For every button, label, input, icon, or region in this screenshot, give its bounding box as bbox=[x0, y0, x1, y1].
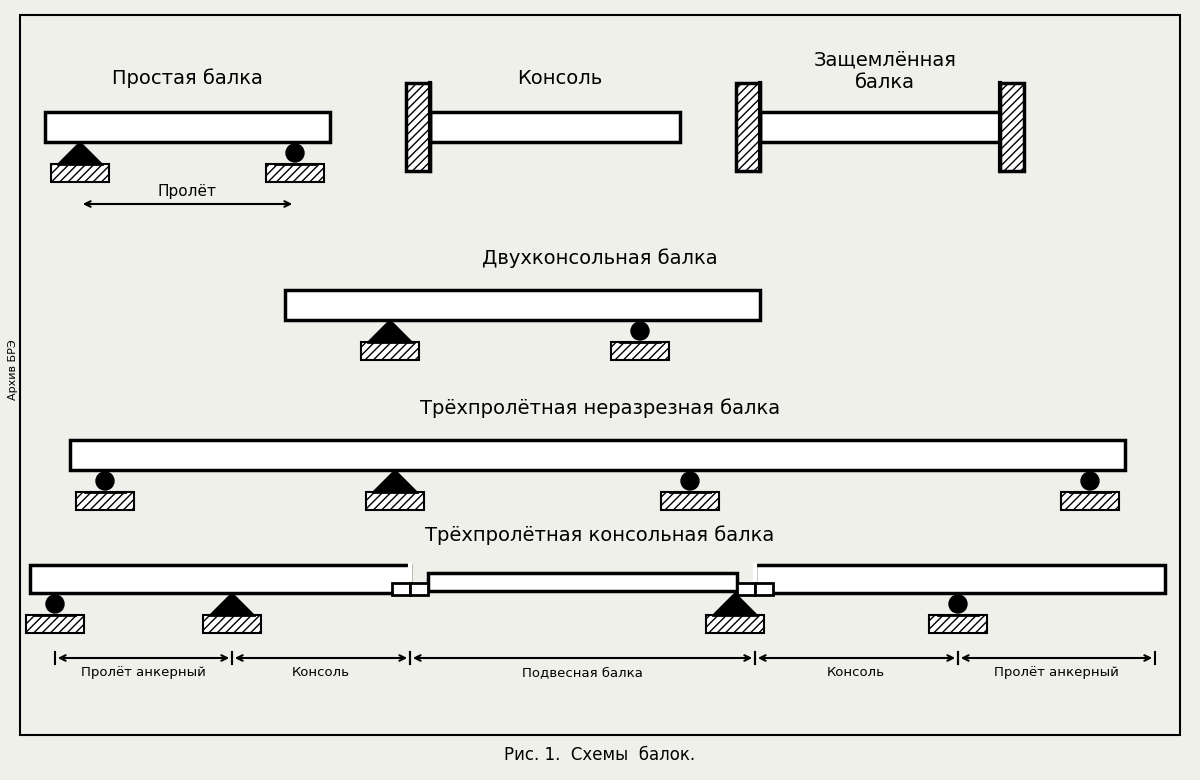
Text: Простая балка: Простая балка bbox=[112, 68, 263, 88]
Polygon shape bbox=[373, 470, 418, 492]
Circle shape bbox=[949, 595, 967, 613]
Text: Защемлённая: Защемлённая bbox=[814, 51, 956, 69]
Bar bbox=[755, 583, 773, 595]
Bar bbox=[1000, 83, 1024, 171]
Text: Пролёт: Пролёт bbox=[157, 184, 216, 199]
Bar bbox=[406, 83, 430, 171]
Bar bbox=[428, 573, 737, 591]
Bar bbox=[929, 615, 986, 633]
Bar bbox=[76, 492, 134, 510]
Circle shape bbox=[46, 595, 64, 613]
Bar bbox=[736, 83, 760, 171]
Bar bbox=[361, 342, 419, 360]
Polygon shape bbox=[58, 142, 102, 164]
Bar bbox=[366, 492, 424, 510]
Bar bbox=[70, 440, 1126, 470]
Bar bbox=[760, 112, 1000, 142]
Bar bbox=[430, 112, 680, 142]
Text: Пролёт анкерный: Пролёт анкерный bbox=[80, 666, 205, 679]
Text: Рис. 1.  Схемы  балок.: Рис. 1. Схемы балок. bbox=[504, 746, 696, 764]
Polygon shape bbox=[713, 593, 757, 615]
Polygon shape bbox=[210, 593, 254, 615]
Bar bbox=[611, 342, 670, 360]
Text: Пролёт анкерный: Пролёт анкерный bbox=[994, 666, 1118, 679]
Text: Консоль: Консоль bbox=[827, 666, 886, 679]
Bar bbox=[410, 583, 428, 595]
Bar bbox=[26, 615, 84, 633]
Text: Трёхпролётная консольная балка: Трёхпролётная консольная балка bbox=[425, 525, 775, 545]
Bar bbox=[392, 583, 410, 595]
Bar bbox=[50, 164, 109, 182]
Bar bbox=[1061, 492, 1120, 510]
Bar bbox=[706, 615, 764, 633]
Text: Подвесная балка: Подвесная балка bbox=[522, 666, 642, 679]
Bar bbox=[755, 565, 1165, 593]
Bar bbox=[266, 164, 324, 182]
Bar bbox=[30, 565, 410, 593]
Circle shape bbox=[1081, 472, 1099, 490]
Circle shape bbox=[96, 472, 114, 490]
Bar bbox=[203, 615, 262, 633]
Circle shape bbox=[631, 322, 649, 340]
Bar bbox=[46, 112, 330, 142]
Circle shape bbox=[286, 144, 304, 162]
Bar bbox=[737, 583, 755, 595]
Text: Архив БРЭ: Архив БРЭ bbox=[8, 339, 18, 400]
Text: Консоль: Консоль bbox=[292, 666, 350, 679]
Text: балка: балка bbox=[854, 73, 916, 91]
Text: Двухконсольная балка: Двухконсольная балка bbox=[482, 248, 718, 268]
Bar bbox=[661, 492, 719, 510]
Circle shape bbox=[682, 472, 698, 490]
Text: Консоль: Консоль bbox=[517, 69, 602, 87]
Text: Трёхпролётная неразрезная балка: Трёхпролётная неразрезная балка bbox=[420, 398, 780, 418]
Polygon shape bbox=[368, 320, 412, 342]
Bar bbox=[286, 290, 760, 320]
